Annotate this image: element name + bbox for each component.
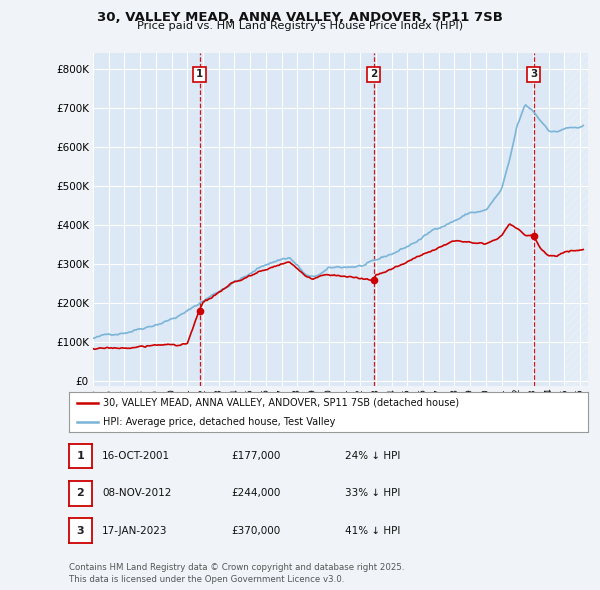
Text: 33% ↓ HPI: 33% ↓ HPI bbox=[345, 489, 400, 499]
Text: £370,000: £370,000 bbox=[231, 526, 280, 536]
Bar bbox=[565, 53, 588, 386]
Text: Contains HM Land Registry data © Crown copyright and database right 2025.
This d: Contains HM Land Registry data © Crown c… bbox=[69, 563, 404, 584]
Text: 08-NOV-2012: 08-NOV-2012 bbox=[102, 489, 172, 499]
Text: 30, VALLEY MEAD, ANNA VALLEY, ANDOVER, SP11 7SB (detached house): 30, VALLEY MEAD, ANNA VALLEY, ANDOVER, S… bbox=[103, 398, 459, 408]
Text: £177,000: £177,000 bbox=[231, 451, 280, 461]
Text: 2: 2 bbox=[370, 70, 377, 80]
Text: Price paid vs. HM Land Registry's House Price Index (HPI): Price paid vs. HM Land Registry's House … bbox=[137, 21, 463, 31]
Text: 17-JAN-2023: 17-JAN-2023 bbox=[102, 526, 167, 536]
Text: 30, VALLEY MEAD, ANNA VALLEY, ANDOVER, SP11 7SB: 30, VALLEY MEAD, ANNA VALLEY, ANDOVER, S… bbox=[97, 11, 503, 24]
Text: 1: 1 bbox=[196, 70, 203, 80]
Text: 3: 3 bbox=[77, 526, 84, 536]
Text: HPI: Average price, detached house, Test Valley: HPI: Average price, detached house, Test… bbox=[103, 417, 335, 427]
Text: 1: 1 bbox=[77, 451, 84, 461]
Text: £244,000: £244,000 bbox=[231, 489, 280, 499]
Text: 3: 3 bbox=[530, 70, 537, 80]
Text: 16-OCT-2001: 16-OCT-2001 bbox=[102, 451, 170, 461]
Text: 41% ↓ HPI: 41% ↓ HPI bbox=[345, 526, 400, 536]
Text: 2: 2 bbox=[77, 489, 84, 499]
Text: 24% ↓ HPI: 24% ↓ HPI bbox=[345, 451, 400, 461]
